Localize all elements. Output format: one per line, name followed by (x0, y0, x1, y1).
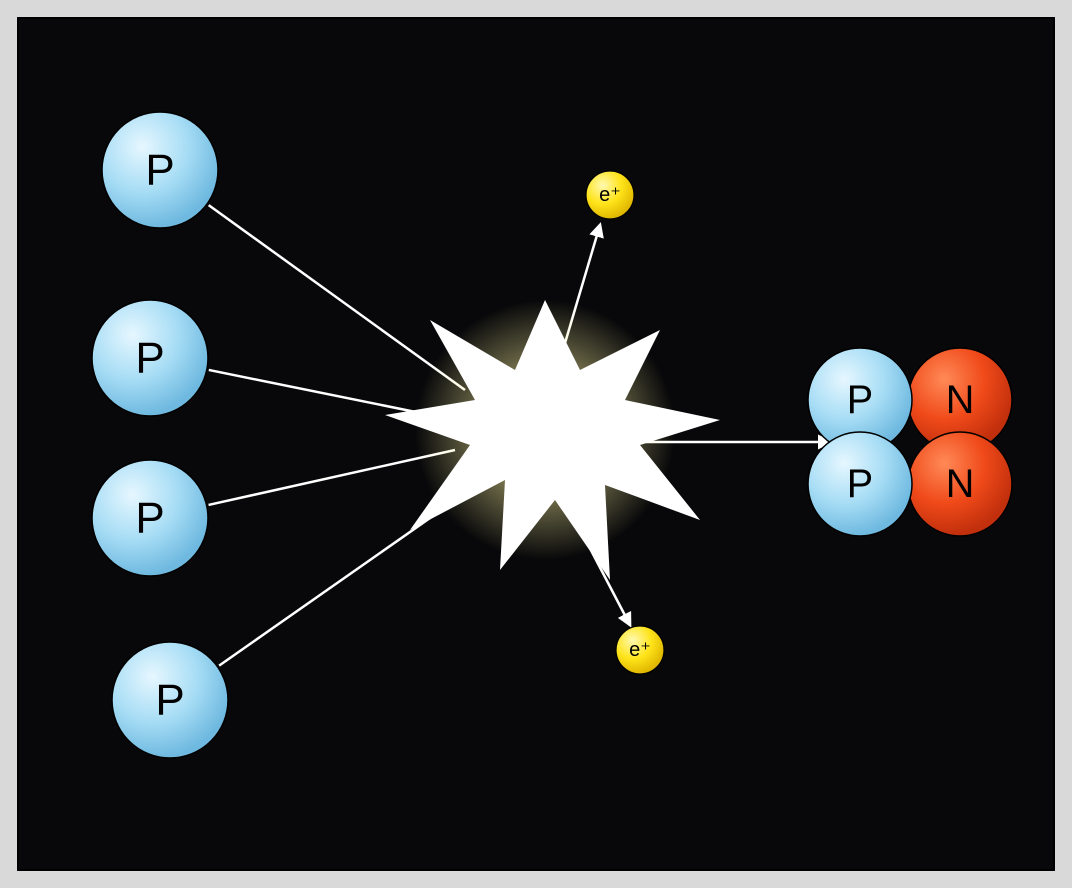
proton-in-0: P (102, 112, 218, 228)
proton-in-0-label: P (145, 146, 174, 195)
helium-neutron-0-label: N (946, 378, 975, 422)
fusion-diagram: PPPPe⁺e⁺NNPP (0, 0, 1072, 888)
positron-1: e⁺ (616, 626, 664, 674)
positron-0: e⁺ (586, 171, 634, 219)
proton-in-2-label: P (135, 494, 164, 543)
proton-in-3-label: P (155, 676, 184, 725)
proton-in-1: P (92, 300, 208, 416)
positron-0-label: e⁺ (599, 184, 621, 206)
positron-1-label: e⁺ (629, 639, 651, 661)
helium-neutron-1-label: N (946, 462, 975, 506)
helium-proton-2-label: P (847, 378, 873, 422)
proton-in-2: P (92, 460, 208, 576)
helium-proton-3: P (808, 432, 912, 536)
helium-neutron-1: N (908, 432, 1012, 536)
helium-proton-3-label: P (847, 462, 873, 506)
proton-in-3: P (112, 642, 228, 758)
proton-in-1-label: P (135, 334, 164, 383)
